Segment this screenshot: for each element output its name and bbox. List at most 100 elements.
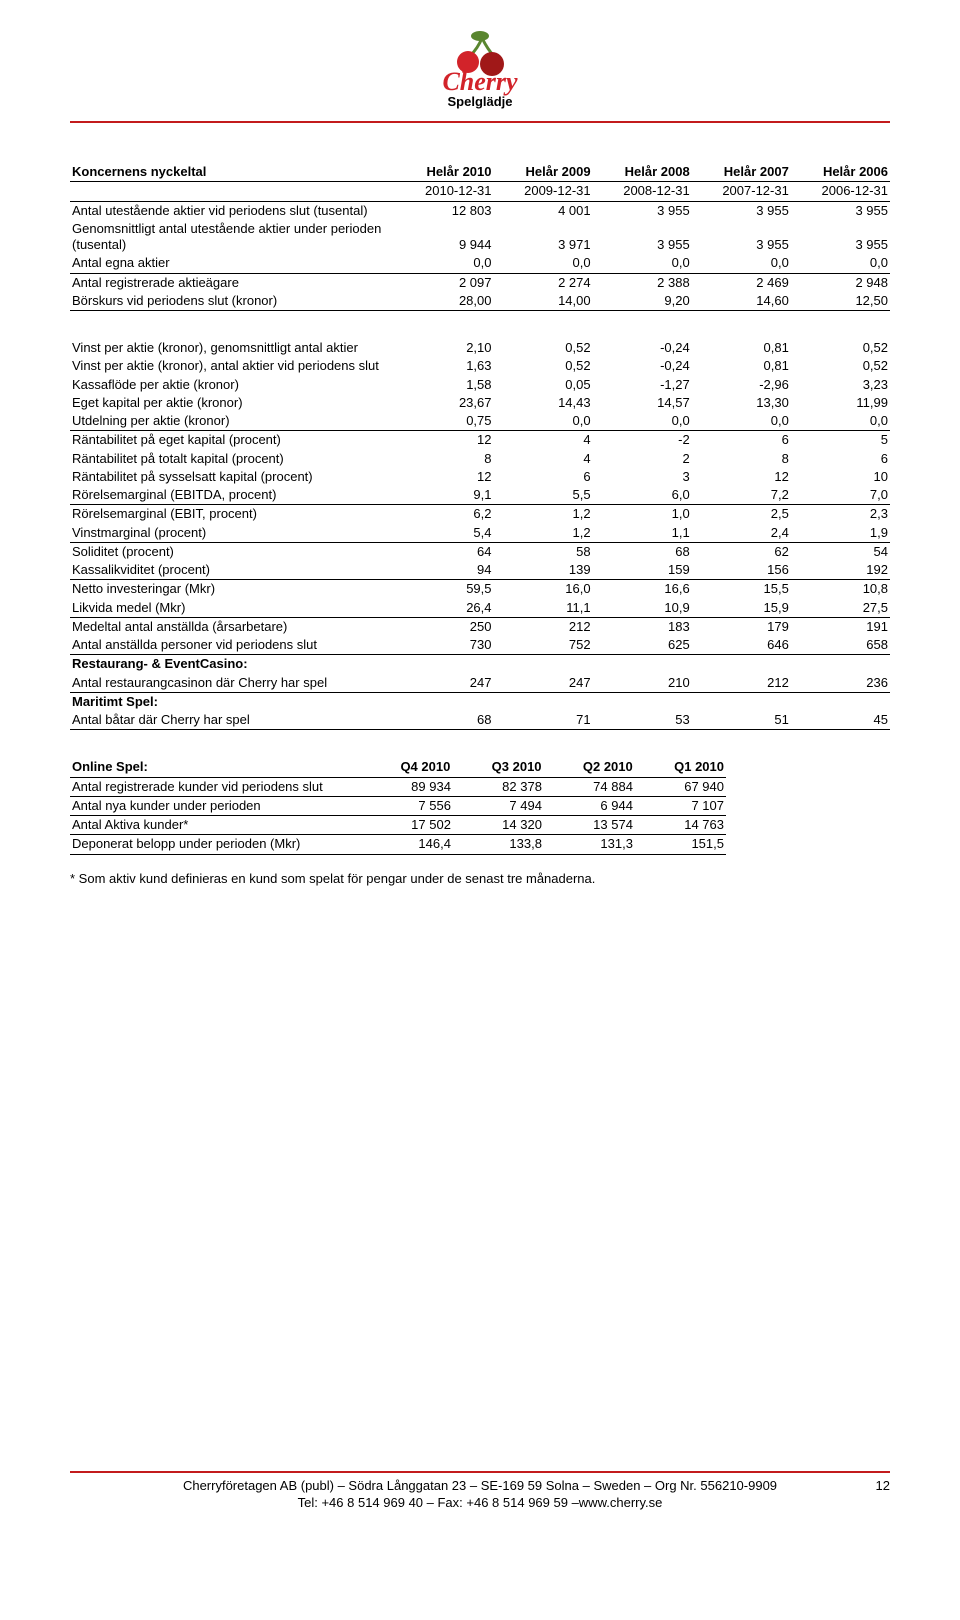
cell: 14,43 xyxy=(494,394,593,412)
cell: 82 378 xyxy=(453,778,544,797)
table-row: Utdelning per aktie (kronor)0,750,00,00,… xyxy=(70,412,890,431)
cell: 15,5 xyxy=(692,580,791,599)
nyckeltal-table-header: Koncernens nyckeltal Helår 2010 Helår 20… xyxy=(70,163,890,202)
cell: 9,20 xyxy=(593,292,692,311)
table-row: Vinstmarginal (procent)5,41,21,12,41,9 xyxy=(70,524,890,543)
cell: 146,4 xyxy=(362,835,453,854)
col-header: Helår 2010 xyxy=(394,163,493,182)
cell: 3 955 xyxy=(692,202,791,220)
row-label: Antal egna aktier xyxy=(70,254,394,273)
cell: 2 469 xyxy=(692,273,791,292)
logo-tagline-text: Spelglädje xyxy=(447,94,512,109)
cell: 64 xyxy=(394,542,493,561)
cell: 3,23 xyxy=(791,376,890,394)
cell: 45 xyxy=(791,711,890,730)
cell: 0,52 xyxy=(494,357,593,375)
cell: 6 xyxy=(791,450,890,468)
cell: 133,8 xyxy=(453,835,544,854)
cell: 2 274 xyxy=(494,273,593,292)
col-header: Helår 2006 xyxy=(791,163,890,182)
footer-line2: Tel: +46 8 514 969 40 – Fax: +46 8 514 9… xyxy=(298,1495,663,1510)
row-label: Kassalikviditet (procent) xyxy=(70,561,394,580)
cell: 59,5 xyxy=(394,580,493,599)
cell: 11,1 xyxy=(494,599,593,618)
row-label: Antal anställda personer vid periodens s… xyxy=(70,636,394,655)
cell: 2,3 xyxy=(791,505,890,524)
cell: 0,0 xyxy=(394,254,493,273)
cell: 11,99 xyxy=(791,394,890,412)
row-label: Vinstmarginal (procent) xyxy=(70,524,394,543)
cell: 151,5 xyxy=(635,835,726,854)
col-header: Q3 2010 xyxy=(452,758,543,777)
table-row: Kassalikviditet (procent)94139159156192 xyxy=(70,561,890,580)
cell: 2 388 xyxy=(593,273,692,292)
cell: 0,0 xyxy=(494,412,593,431)
row-label: Räntabilitet på eget kapital (procent) xyxy=(70,431,394,450)
cell: 6 xyxy=(494,468,593,486)
logo-brand-text: Cherry xyxy=(442,67,518,96)
col-header: Q4 2010 xyxy=(361,758,452,777)
cell: 183 xyxy=(593,617,692,636)
cell: 247 xyxy=(394,674,493,693)
footer-line1: Cherryföretagen AB (publ) – Södra Långga… xyxy=(183,1478,777,1493)
table3-title: Online Spel: xyxy=(70,758,361,777)
cell: -0,24 xyxy=(593,357,692,375)
table-row: Netto investeringar (Mkr)59,516,016,615,… xyxy=(70,580,890,599)
cell: 212 xyxy=(692,674,791,693)
cell: 16,0 xyxy=(494,580,593,599)
table-row: Antal Aktiva kunder*17 50214 32013 57414… xyxy=(70,816,726,835)
cell: 4 xyxy=(494,431,593,450)
cell: 9,1 xyxy=(394,486,493,505)
cell: 236 xyxy=(791,674,890,693)
row-label: Antal registrerade kunder vid periodens … xyxy=(70,778,362,797)
cell: 0,0 xyxy=(692,412,791,431)
date-row: 2010-12-31 2009-12-31 2008-12-31 2007-12… xyxy=(70,182,890,201)
cell: 53 xyxy=(593,711,692,730)
online-spel-table-body: Antal registrerade kunder vid periodens … xyxy=(70,778,726,855)
metrics-table: Vinst per aktie (kronor), genomsnittligt… xyxy=(70,339,890,730)
cell: -0,24 xyxy=(593,339,692,357)
table-row: Antal anställda personer vid periodens s… xyxy=(70,636,890,655)
cell: 2,5 xyxy=(692,505,791,524)
table1-title: Koncernens nyckeltal xyxy=(70,163,394,182)
table-row: Deponerat belopp under perioden (Mkr)146… xyxy=(70,835,726,854)
cell: 5,5 xyxy=(494,486,593,505)
cell: 5 xyxy=(791,431,890,450)
row-label: Antal nya kunder under perioden xyxy=(70,796,362,815)
cell: 625 xyxy=(593,636,692,655)
table-row: Genomsnittligt antal utestående aktier u… xyxy=(70,220,890,255)
cell: 730 xyxy=(394,636,493,655)
row-label: Rörelsemarginal (EBITDA, procent) xyxy=(70,486,394,505)
table-row: Maritimt Spel: xyxy=(70,692,890,711)
cell: -2 xyxy=(593,431,692,450)
cell: 68 xyxy=(394,711,493,730)
cell: 28,00 xyxy=(394,292,493,311)
row-label: Börskurs vid periodens slut (kronor) xyxy=(70,292,394,311)
cell: 0,0 xyxy=(791,254,890,273)
table-row: Antal egna aktier0,00,00,00,00,0 xyxy=(70,254,890,273)
cell: 14,00 xyxy=(494,292,593,311)
cell: 646 xyxy=(692,636,791,655)
cell: 23,67 xyxy=(394,394,493,412)
table-row: Rörelsemarginal (EBITDA, procent)9,15,56… xyxy=(70,486,890,505)
row-label: Räntabilitet på sysselsatt kapital (proc… xyxy=(70,468,394,486)
cell: 2 097 xyxy=(394,273,493,292)
col-header: Helår 2009 xyxy=(494,163,593,182)
row-label: Likvida medel (Mkr) xyxy=(70,599,394,618)
cell: 51 xyxy=(692,711,791,730)
nyckeltal-table-body: Antal utestående aktier vid periodens sl… xyxy=(70,202,890,312)
table-row: Börskurs vid periodens slut (kronor)28,0… xyxy=(70,292,890,311)
row-label: Netto investeringar (Mkr) xyxy=(70,580,394,599)
cell: 2 948 xyxy=(791,273,890,292)
cell: 159 xyxy=(593,561,692,580)
cell: 156 xyxy=(692,561,791,580)
page-number: 12 xyxy=(876,1477,890,1495)
row-label: Vinst per aktie (kronor), genomsnittligt… xyxy=(70,339,394,357)
cell: 1,2 xyxy=(494,505,593,524)
row-label: Antal båtar där Cherry har spel xyxy=(70,711,394,730)
table-row: Antal nya kunder under perioden7 5567 49… xyxy=(70,796,726,815)
cell: 1,63 xyxy=(394,357,493,375)
cell: 6 xyxy=(692,431,791,450)
cell: 13,30 xyxy=(692,394,791,412)
cell: 7,0 xyxy=(791,486,890,505)
